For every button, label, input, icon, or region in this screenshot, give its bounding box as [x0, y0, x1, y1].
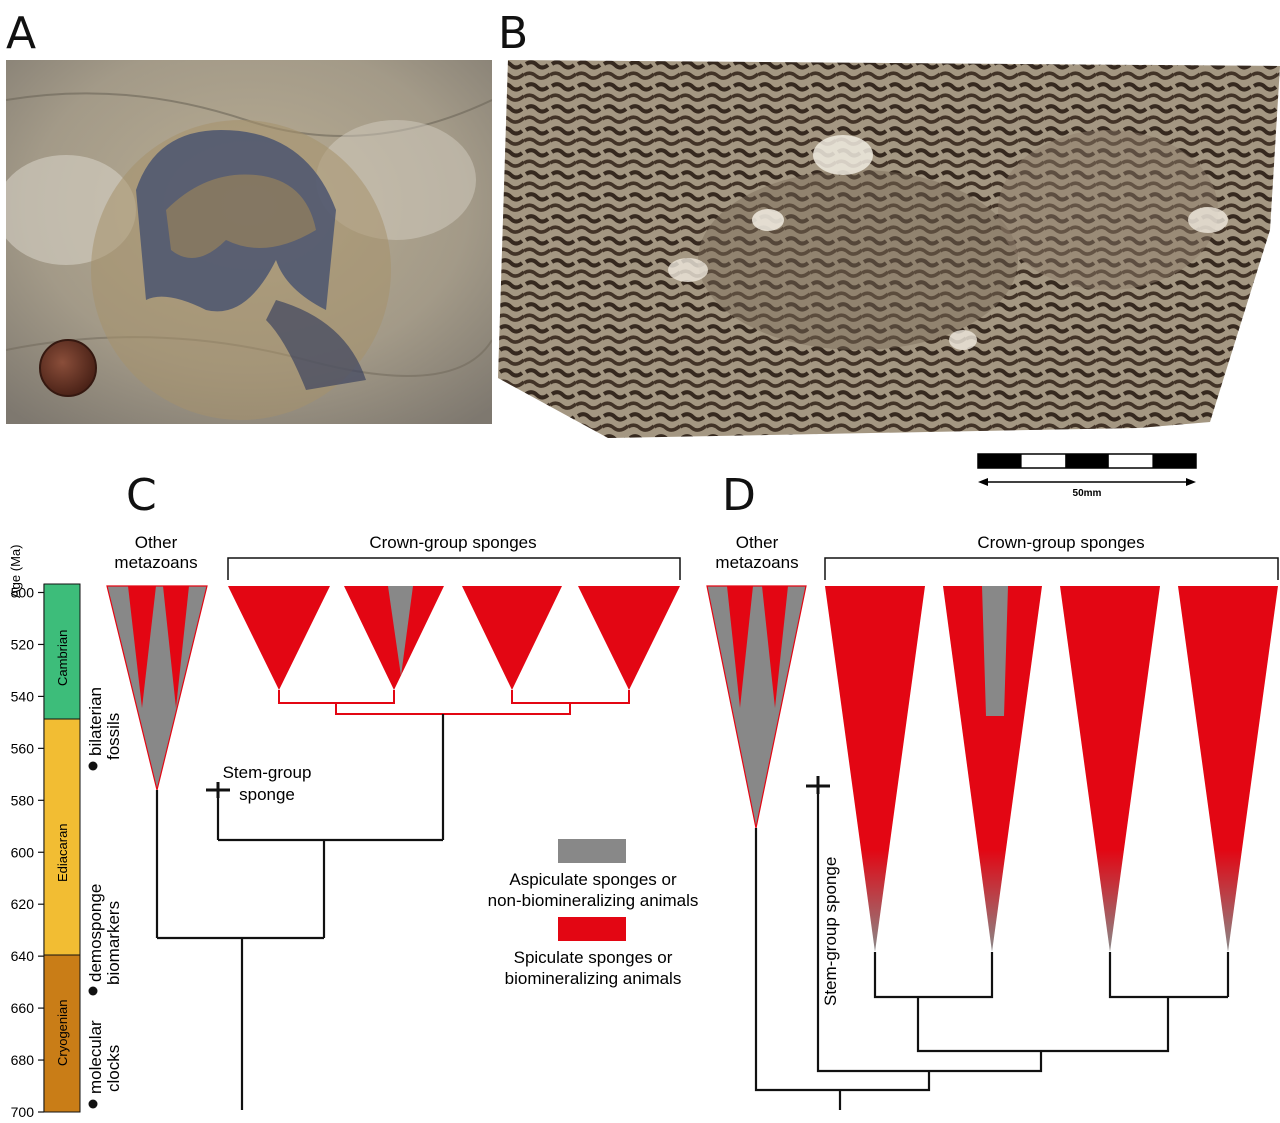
age-tick-label: 540 [11, 688, 35, 704]
age-tick-label: 700 [11, 1104, 35, 1120]
c-crown-bracket [227, 557, 681, 580]
legend-grey-line2: non-biomineralizing animals [488, 891, 699, 910]
event-label-clocks: clocks [104, 1045, 123, 1092]
d-other-triangle [706, 585, 807, 829]
event-label-demosponge: demosponge [86, 884, 105, 982]
age-tick-label: 580 [11, 792, 35, 808]
period-ediacaran [43, 718, 81, 956]
photo-a-fossil-outcrop [6, 60, 492, 424]
age-tick-label: 600 [11, 844, 35, 860]
period-cryogenian [43, 954, 81, 1113]
d-crown-triangle-2 [943, 586, 1042, 952]
c-stem-cross [206, 782, 230, 798]
c-crown-triangle-1 [228, 586, 330, 690]
d-other-label-2: metazoans [715, 553, 798, 572]
phylogeny-figure: Age (Ma) 500 520 540 560 580 600 620 640 660 680 7… [8, 533, 1279, 1120]
age-tick-label: 560 [11, 740, 35, 756]
c-stem-label-1: Stem-group [223, 763, 312, 782]
c-other-label-2: metazoans [114, 553, 197, 572]
period-label-cryogenian: Cryogenian [55, 1000, 70, 1067]
scale-bar: 50mm [977, 453, 1197, 499]
c-crown-triangle-3 [462, 586, 562, 690]
d-crown-triangle-1 [825, 586, 925, 952]
d-crown-triangle-3 [1060, 586, 1160, 952]
c-crown-triangle-4 [578, 586, 680, 690]
event-dot-demosponge [88, 986, 98, 996]
d-stem-cross [806, 776, 830, 794]
d-black-tree [754, 790, 1230, 1110]
legend-red-line2: biomineralizing animals [505, 969, 682, 988]
legend-grey-line1: Aspiculate sponges or [509, 870, 677, 889]
event-label-biomarkers: biomarkers [104, 901, 123, 985]
age-tick-label: 660 [11, 1000, 35, 1016]
c-other-red-wedge-2 [163, 586, 189, 708]
age-tick-label: 640 [11, 948, 35, 964]
panel-label-a: A [6, 8, 37, 59]
c-other-red-wedge-1 [128, 586, 156, 708]
age-axis: 500 520 540 560 580 600 620 640 660 680 700 [11, 584, 45, 1120]
c-crown-label: Crown-group sponges [369, 533, 536, 552]
event-label-fossils: fossils [104, 713, 123, 760]
panel-label-d: D [722, 470, 756, 521]
period-label-ediacaran: Ediacaran [55, 823, 70, 882]
panel-label-c: C [126, 470, 157, 521]
d-other-red-wedge-2 [762, 586, 788, 708]
legend-red-line1: Spiculate sponges or [514, 948, 673, 967]
legend-swatch-red [558, 917, 626, 941]
c-other-label-1: Other [135, 533, 178, 552]
age-axis-label: Age (Ma) [8, 545, 23, 598]
scale-bar-label: 50mm [1073, 488, 1102, 499]
age-tick-label: 620 [11, 896, 35, 912]
d-crown-bracket [824, 557, 1279, 580]
event-label-bilaterian: bilaterian [86, 687, 105, 756]
event-dot-bilaterian [88, 761, 98, 771]
event-dot-molecular [88, 1099, 98, 1109]
c-crown-red-tree [278, 690, 630, 715]
d-crown-triangle-2-grey [982, 586, 1008, 716]
period-cambrian [43, 583, 81, 720]
d-other-label-1: Other [736, 533, 779, 552]
c-crown-triangle-2 [344, 586, 444, 690]
legend-swatch-grey [558, 839, 626, 863]
d-stem-label: Stem-group sponge [821, 857, 840, 1006]
panel-label-b: B [498, 8, 529, 59]
period-label-cambrian: Cambrian [55, 630, 70, 686]
d-other-red-wedge-1 [727, 586, 753, 708]
c-stem-label-2: sponge [239, 785, 295, 804]
photo-b-polished-slab [498, 60, 1280, 444]
age-tick-label: 500 [11, 585, 35, 601]
c-crown-triangle-2-grey [388, 586, 413, 676]
d-crown-label: Crown-group sponges [977, 533, 1144, 552]
c-black-tree [155, 714, 445, 1110]
age-tick-label: 520 [11, 636, 35, 652]
age-tick-label: 680 [11, 1052, 35, 1068]
d-crown-triangle-4 [1178, 586, 1278, 952]
event-label-molecular: molecular [86, 1020, 105, 1094]
